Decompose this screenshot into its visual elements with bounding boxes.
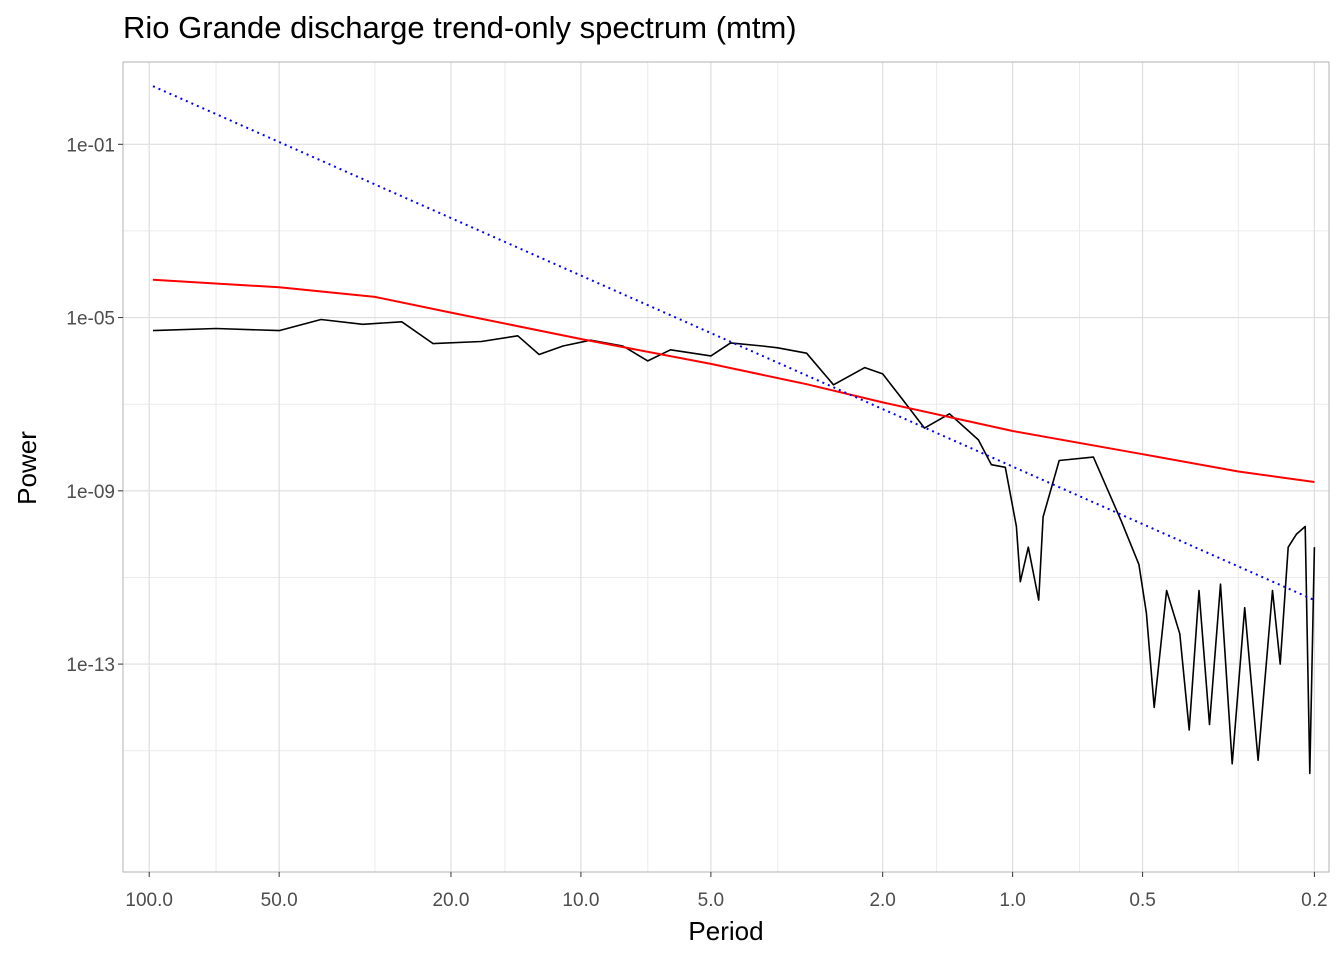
grid: [123, 62, 1329, 872]
x-axis-ticks: 100.0 50.0 20.0 10.0 5.0 2.0 1.0 0.5 0.2: [125, 872, 1328, 911]
x-tick-label: 10.0: [562, 890, 599, 911]
y-tick-label: 1e-05: [66, 309, 115, 330]
y-axis-title: Power: [12, 431, 42, 505]
x-tick-label: 0.5: [1129, 890, 1155, 911]
y-tick-label: 1e-01: [66, 135, 115, 156]
x-tick-label: 1.0: [999, 890, 1025, 911]
y-tick-label: 1e-09: [66, 482, 115, 503]
x-tick-label: 0.2: [1301, 890, 1327, 911]
x-tick-label: 5.0: [698, 890, 724, 911]
x-axis-title: Period: [688, 916, 763, 946]
y-tick-label: 1e-13: [66, 655, 115, 676]
y-axis-ticks: 1e-01 1e-05 1e-09 1e-13: [66, 135, 123, 676]
series-line-3: [152, 85, 1315, 602]
plot-panel-border: [122, 61, 1330, 873]
x-tick-label: 100.0: [125, 890, 173, 911]
series-layer: [152, 85, 1316, 775]
x-tick-label: 50.0: [261, 890, 298, 911]
series-line-2: [152, 278, 1315, 483]
chart-title: Rio Grande discharge trend-only spectrum…: [123, 10, 797, 45]
x-tick-label: 20.0: [432, 890, 469, 911]
series-line-1: [152, 318, 1316, 775]
x-tick-label: 2.0: [869, 890, 895, 911]
